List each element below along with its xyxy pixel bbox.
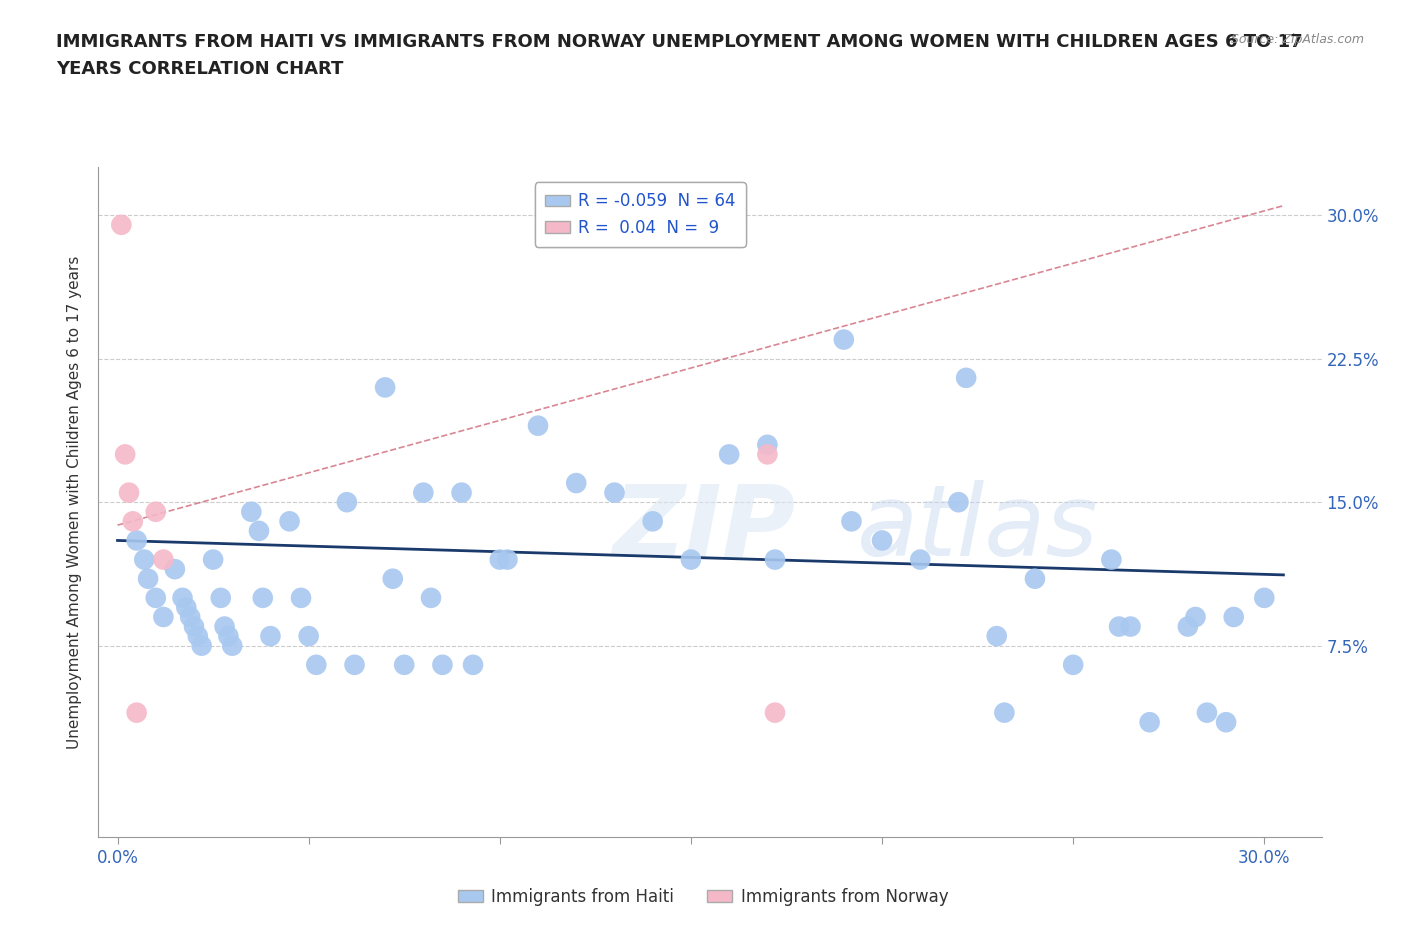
Point (841, 514, 863, 529)
Point (1119, 619, 1142, 634)
Point (240, 504, 263, 519)
Point (432, 658, 454, 672)
Point (756, 437, 779, 452)
Point (259, 629, 281, 644)
Point (763, 705, 786, 720)
Point (121, 514, 143, 529)
Point (110, 218, 132, 232)
Point (217, 629, 239, 644)
Point (1184, 609, 1206, 624)
Point (1253, 591, 1275, 605)
Point (679, 552, 702, 567)
Point (221, 638, 243, 653)
Point (756, 447, 779, 462)
Point (718, 447, 741, 462)
Point (187, 629, 209, 644)
Point (136, 571, 159, 586)
Point (114, 447, 136, 462)
Y-axis label: Unemployment Among Women with Children Ages 6 to 17 years: Unemployment Among Women with Children A… (67, 256, 83, 749)
Point (565, 475, 588, 490)
Point (948, 495, 970, 510)
Point (152, 609, 174, 624)
Point (461, 658, 484, 672)
Point (603, 485, 626, 500)
Point (910, 552, 932, 567)
Point (392, 658, 416, 672)
Point (152, 552, 174, 567)
Point (1108, 619, 1130, 634)
Point (955, 370, 977, 385)
Point (145, 591, 167, 605)
Text: YEARS CORRELATION CHART: YEARS CORRELATION CHART (56, 60, 343, 78)
Text: IMMIGRANTS FROM HAITI VS IMMIGRANTS FROM NORWAY UNEMPLOYMENT AMONG WOMEN WITH CH: IMMIGRANTS FROM HAITI VS IMMIGRANTS FROM… (56, 33, 1303, 50)
Point (336, 495, 359, 510)
Point (145, 504, 167, 519)
Point (179, 609, 201, 624)
Text: ZIP: ZIP (612, 481, 796, 578)
Point (176, 600, 198, 615)
Point (986, 629, 1008, 644)
Point (134, 552, 156, 567)
Point (172, 591, 194, 605)
Point (1222, 609, 1244, 624)
Point (202, 552, 225, 567)
Legend: R = -0.059  N = 64, R =  0.04  N =  9: R = -0.059 N = 64, R = 0.04 N = 9 (534, 182, 745, 246)
Point (1139, 715, 1161, 730)
Point (527, 418, 550, 433)
Point (488, 552, 510, 567)
Point (496, 552, 519, 567)
Point (163, 562, 186, 577)
Point (412, 485, 434, 500)
Point (190, 638, 212, 653)
Point (209, 591, 232, 605)
Point (1215, 715, 1237, 730)
Point (1195, 705, 1218, 720)
Point (305, 658, 328, 672)
Point (1177, 619, 1199, 634)
Point (374, 380, 396, 395)
Legend: Immigrants from Haiti, Immigrants from Norway: Immigrants from Haiti, Immigrants from N… (451, 881, 955, 912)
Point (420, 591, 443, 605)
Point (298, 629, 321, 644)
Point (214, 619, 236, 634)
Point (252, 591, 274, 605)
Point (993, 705, 1015, 720)
Point (278, 514, 301, 529)
Point (118, 485, 141, 500)
Point (1099, 552, 1122, 567)
Point (870, 533, 893, 548)
Point (763, 552, 786, 567)
Point (1062, 658, 1084, 672)
Text: atlas: atlas (856, 481, 1098, 578)
Text: Source: ZipAtlas.com: Source: ZipAtlas.com (1230, 33, 1364, 46)
Point (1024, 571, 1046, 586)
Point (183, 619, 205, 634)
Point (343, 658, 366, 672)
Point (450, 485, 472, 500)
Point (125, 705, 148, 720)
Point (641, 514, 664, 529)
Point (247, 524, 270, 538)
Point (381, 571, 404, 586)
Point (290, 591, 312, 605)
Point (125, 533, 148, 548)
Point (832, 332, 855, 347)
